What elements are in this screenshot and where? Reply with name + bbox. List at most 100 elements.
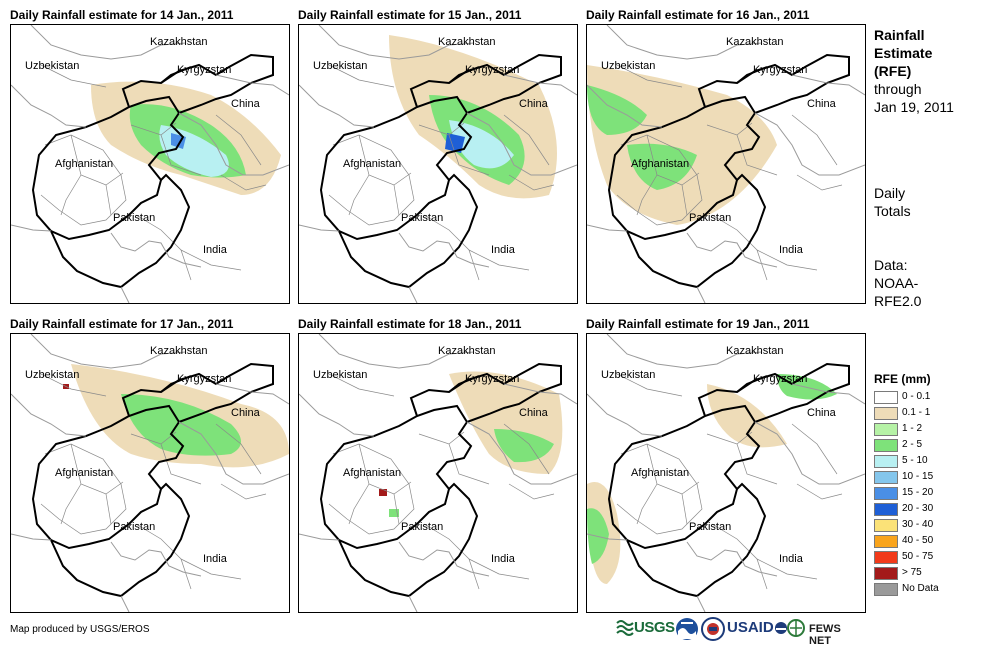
legend-swatch	[874, 551, 898, 564]
legend-label: 5 - 10	[902, 455, 928, 466]
precip-patch	[627, 143, 697, 190]
label-pakistan: Pakistan	[689, 521, 731, 533]
label-china: China	[807, 407, 837, 419]
rainfall-map: Kazakhstan Uzbekistan Kyrgyzstan China A…	[10, 24, 290, 304]
legend-swatch	[874, 583, 898, 596]
fewsnet-logo: FEWS NET	[787, 617, 865, 647]
legend-swatch	[874, 487, 898, 500]
label-china: China	[519, 407, 549, 419]
fewsnet-logo-text: FEWS NET	[809, 623, 841, 647]
label-china: China	[231, 98, 261, 110]
sidebar-title-line: (RFE)	[874, 63, 912, 79]
label-kyrgyzstan: Kyrgyzstan	[753, 373, 807, 385]
label-uzbekistan: Uzbekistan	[601, 369, 655, 381]
globe-icon	[787, 619, 805, 637]
sidebar-data-line: Data:	[874, 257, 908, 273]
legend-label: 40 - 50	[902, 535, 934, 546]
legend-label: 0 - 0.1	[902, 391, 931, 402]
map-svg: Kazakhstan Uzbekistan Kyrgyzstan China A…	[299, 25, 577, 303]
panel-title: Daily Rainfall estimate for 18 Jan., 201…	[298, 317, 522, 331]
sidebar-daily-totals: Daily Totals	[874, 184, 911, 220]
precip-overlay	[91, 81, 281, 195]
legend-swatch	[874, 423, 898, 436]
label-india: India	[203, 244, 228, 256]
legend-swatch	[874, 519, 898, 532]
label-kazakhstan: Kazakhstan	[150, 36, 207, 48]
label-uzbekistan: Uzbekistan	[25, 369, 79, 381]
sidebar-date: Jan 19, 2011	[874, 99, 954, 115]
label-kazakhstan: Kazakhstan	[726, 345, 783, 357]
map-svg: Kazakhstan Uzbekistan Kyrgyzstan China A…	[587, 334, 865, 612]
label-pakistan: Pakistan	[113, 212, 155, 224]
map-svg: Kazakhstan Uzbekistan Kyrgyzstan China A…	[11, 334, 289, 612]
map-svg: Kazakhstan Uzbekistan Kyrgyzstan China A…	[11, 25, 289, 303]
legend-swatch	[874, 535, 898, 548]
legend-title: RFE (mm)	[874, 372, 931, 386]
label-kyrgyzstan: Kyrgyzstan	[465, 64, 519, 76]
sidebar-title-line: Estimate	[874, 45, 933, 61]
precip-patch	[777, 374, 837, 400]
legend-swatch	[874, 567, 898, 580]
label-india: India	[491, 244, 516, 256]
label-kyrgyzstan: Kyrgyzstan	[177, 373, 231, 385]
legend-swatch	[874, 407, 898, 420]
label-kyrgyzstan: Kyrgyzstan	[753, 64, 807, 76]
precip-overlay	[587, 374, 837, 584]
label-china: China	[231, 407, 261, 419]
legend-label: 15 - 20	[902, 487, 934, 498]
sidebar-data-source: Data: NOAA- RFE2.0	[874, 256, 921, 310]
precip-patch	[707, 384, 787, 448]
precip-patch	[379, 489, 387, 496]
sidebar-title-line: Rainfall	[874, 27, 925, 43]
label-kazakhstan: Kazakhstan	[726, 36, 783, 48]
label-pakistan: Pakistan	[113, 521, 155, 533]
label-china: China	[519, 98, 549, 110]
noaa-emblem-icon	[676, 618, 698, 640]
label-afghanistan: Afghanistan	[55, 467, 113, 479]
label-afghanistan: Afghanistan	[631, 158, 689, 170]
panel-title: Daily Rainfall estimate for 17 Jan., 201…	[10, 317, 234, 331]
label-pakistan: Pakistan	[401, 212, 443, 224]
rainfall-map: Kazakhstan Uzbekistan Kyrgyzstan China A…	[586, 24, 866, 304]
panel-title: Daily Rainfall estimate for 16 Jan., 201…	[586, 8, 810, 22]
map-svg: Kazakhstan Uzbekistan Kyrgyzstan China A…	[299, 334, 577, 612]
label-uzbekistan: Uzbekistan	[601, 60, 655, 72]
label-afghanistan: Afghanistan	[631, 467, 689, 479]
precip-patch	[494, 429, 554, 463]
panel-title: Daily Rainfall estimate for 19 Jan., 201…	[586, 317, 810, 331]
precip-overlay	[587, 65, 777, 225]
sidebar-data-line: RFE2.0	[874, 293, 922, 309]
usaid-emblem-icon	[775, 622, 787, 634]
precip-overlay	[379, 371, 563, 517]
usgs-emblem-icon	[616, 620, 634, 636]
label-afghanistan: Afghanistan	[343, 158, 401, 170]
agency-logos: USGS USAID FEWS NET	[615, 617, 865, 647]
label-uzbekistan: Uzbekistan	[313, 369, 367, 381]
panel-title: Daily Rainfall estimate for 15 Jan., 201…	[298, 8, 522, 22]
map-svg: Kazakhstan Uzbekistan Kyrgyzstan China A…	[587, 25, 865, 303]
noaa-logo	[675, 617, 699, 643]
label-uzbekistan: Uzbekistan	[313, 60, 367, 72]
label-kyrgyzstan: Kyrgyzstan	[177, 64, 231, 76]
precip-patch	[587, 65, 777, 225]
label-kazakhstan: Kazakhstan	[438, 36, 495, 48]
legend-label: No Data	[902, 583, 939, 594]
usgs-logo-text: USGS	[634, 619, 675, 636]
label-afghanistan: Afghanistan	[55, 158, 113, 170]
label-india: India	[203, 553, 228, 565]
label-kazakhstan: Kazakhstan	[438, 345, 495, 357]
legend-swatch	[874, 439, 898, 452]
label-china: China	[807, 98, 837, 110]
usaid-logo-text: USAID	[727, 619, 774, 636]
label-uzbekistan: Uzbekistan	[25, 60, 79, 72]
legend-label: 1 - 2	[902, 423, 923, 434]
rainfall-map: Kazakhstan Uzbekistan Kyrgyzstan China A…	[298, 333, 578, 613]
usgs-logo: USGS	[615, 617, 675, 643]
sidebar-through: through	[874, 81, 922, 97]
legend-label: > 75	[902, 567, 922, 578]
sidebar-heading: Rainfall Estimate (RFE) through Jan 19, …	[874, 26, 954, 116]
legend-label: 2 - 5	[902, 439, 923, 450]
label-pakistan: Pakistan	[401, 521, 443, 533]
legend-swatch	[874, 455, 898, 468]
legend-swatch	[874, 391, 898, 404]
